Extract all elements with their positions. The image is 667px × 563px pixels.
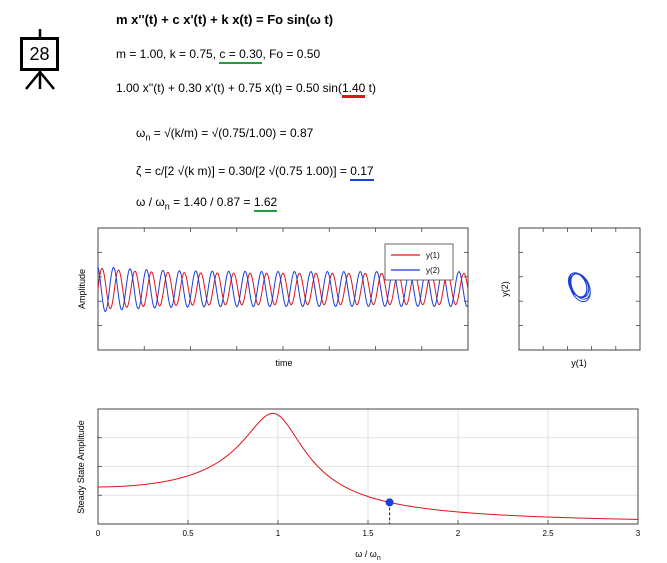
equation-frequency-ratio: ω / ωn = 1.40 / 0.87 = 1.62 [136,195,278,212]
wn-sub: n [145,132,151,143]
freq-operating-point [385,498,394,507]
params-suffix: , Fo = 0.50 [262,47,321,61]
ratio-lhs: ω / ω [136,195,165,209]
phase-plot-frame [518,227,641,351]
equation-natural-frequency: ωn = √(k/m) = √(0.75/1.00) = 0.87 [136,126,313,142]
freq-plot-grid [98,409,638,524]
freq-plot-series [98,412,639,524]
freq-xtick-label: 0 [96,529,101,538]
params-prefix: m = 1.00, k = 0.75, [116,47,220,61]
time-ylabel: Amplitude [77,269,87,309]
equation-numeric: 1.00 x''(t) + 0.30 x'(t) + 0.75 x(t) = 0… [116,81,377,98]
freq-xlabel: ω / ωn [355,549,381,562]
easel-top-icon [38,29,42,39]
legend-label-y2: y(2) [426,266,440,275]
wn-lhs: ω [136,126,146,140]
freq-xlabel-main: ω / ω [355,549,377,559]
legend-label-y1: y(1) [426,251,440,260]
wn-rhs: = √(k/m) = √(0.75/1.00) = 0.87 [150,126,314,140]
numeric-prefix: 1.00 x''(t) + 0.30 x'(t) + 0.75 x(t) = 0… [116,81,342,95]
freq-xtick-label: 0.5 [182,529,194,538]
freq-xtick-label: 3 [636,529,641,538]
freq-xtick-label: 1.5 [362,529,374,538]
phase-plot-ticks [519,228,640,350]
zeta-value: 0.17 [350,164,374,181]
easel-legs-icon [25,70,55,90]
phase-xlabel: y(1) [571,358,587,368]
time-xlabel: time [275,358,292,368]
time-series-1 [97,267,469,310]
time-plot-series [97,266,469,313]
freq-xtick-label: 2 [456,529,461,538]
ratio-mid: = 1.40 / 0.87 = [169,195,254,209]
slide-number: 28 [20,37,59,71]
freq-plot-ticks: 0 0.5 1 1.5 2 2.5 3 [96,437,641,538]
ratio-value: 1.62 [253,195,278,212]
frequency-response-chart: 0 0.5 1 1.5 2 2.5 3 Steady State Amplitude ω /… [76,408,641,562]
freq-xlabel-sub: n [377,555,381,562]
time-series-2 [97,266,469,313]
freq-xtick-label: 1 [276,529,281,538]
equation-damping-ratio: ζ = c/[2 √(k m)] = 0.30/[2 √(0.75 1.00)]… [136,164,374,181]
phase-ylabel: y(2) [500,281,510,297]
freq-xtick-label: 2.5 [542,529,554,538]
time-plot-legend: y(1) y(2) [384,243,454,281]
ratio-sub: n [164,201,170,212]
freq-amplitude-curve [98,412,639,520]
phase-portrait-chart: y(1) y(2) [500,227,641,368]
numeric-suffix: t) [365,81,377,95]
numeric-omega: 1.40 [341,81,366,98]
phase-plot-series [567,272,591,303]
zeta-prefix: ζ = c/[2 √(k m)] = 0.30/[2 √(0.75 1.00)]… [136,164,351,178]
params-c: c = 0.30 [219,47,263,64]
phase-trajectory [567,272,591,303]
time-response-chart: y(1) y(2) time Amplitude [77,227,469,368]
freq-ylabel: Steady State Amplitude [76,420,86,514]
equation-params: m = 1.00, k = 0.75, c = 0.30, Fo = 0.50 [116,47,321,64]
equation-title: m x''(t) + c x'(t) + k x(t) = Fo sin(ω t… [116,12,334,27]
